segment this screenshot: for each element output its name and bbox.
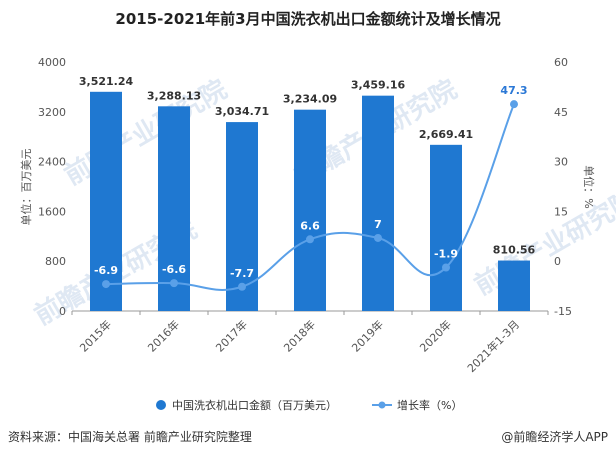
growth-point — [510, 100, 518, 109]
y-axis-title: 单位：百万美元 — [19, 149, 33, 226]
y2-tick-label: 60 — [554, 56, 568, 69]
growth-line: -6.9 -6.6 -7.7 6.6 7 -1.9 47.3 — [94, 84, 528, 291]
y-tick-label: 3200 — [38, 106, 66, 119]
growth-point — [170, 279, 178, 288]
bar — [294, 109, 326, 312]
bar — [158, 106, 190, 311]
y-tick-label: 1600 — [38, 205, 66, 218]
y2-tick-label: 45 — [554, 106, 568, 119]
x-tick-label: 2020年 — [417, 317, 454, 354]
x-tick-label: 2016年 — [145, 317, 182, 354]
legend-bar-marker — [156, 400, 166, 410]
bar — [430, 144, 462, 311]
bar-value-label: 3,288.13 — [147, 89, 201, 102]
legend-bar-label: 中国洗衣机出口金额（百万美元） — [172, 398, 337, 412]
y2-tick-label: 15 — [554, 205, 568, 218]
growth-point — [102, 280, 110, 289]
y-tick-label: 4000 — [38, 56, 66, 69]
growth-point — [306, 235, 314, 244]
bar — [90, 91, 122, 311]
y-tick-label: 0 — [59, 305, 66, 318]
bars: 3,521.24 3,288.13 3,034.71 3,234.09 3,459.16… — [79, 75, 536, 312]
bar — [362, 95, 394, 311]
legend-line-marker — [378, 401, 386, 409]
watermark-text: 前瞻产业研究院 — [59, 74, 232, 192]
bar-value-label: 3,234.09 — [283, 93, 337, 106]
x-tick-label: 2015年 — [77, 317, 114, 354]
growth-point — [442, 263, 450, 272]
y2-axis-title: 单位：% — [582, 165, 596, 208]
y-tick-label: 2400 — [38, 156, 66, 169]
bar-value-label: 3,459.16 — [351, 79, 406, 92]
x-tick-label: 2021年1-3月 — [464, 317, 522, 375]
growth-value-label: -6.6 — [162, 263, 186, 276]
x-tick-label: 2018年 — [281, 317, 318, 354]
growth-value-label: -6.9 — [94, 264, 118, 277]
bar-value-label: 810.56 — [493, 244, 536, 257]
growth-value-label: 6.6 — [300, 219, 320, 232]
y-tick-label: 800 — [45, 255, 66, 268]
brand-label: @前瞻经济学人APP — [501, 429, 608, 444]
y2-tick-label: 0 — [554, 255, 561, 268]
bar — [498, 260, 530, 311]
growth-point — [374, 233, 382, 242]
growth-value-label: 47.3 — [500, 84, 527, 97]
growth-value-label: -1.9 — [434, 248, 458, 261]
growth-value-label: -7.7 — [230, 267, 254, 280]
y2-tick-label: -15 — [554, 305, 572, 318]
bar-value-label: 3,034.71 — [215, 105, 269, 118]
legend: 中国洗衣机出口金额（百万美元） 增长率（%） — [156, 398, 462, 412]
bar-value-label: 3,521.24 — [79, 75, 134, 88]
growth-point — [238, 282, 246, 291]
x-tick-labels: 2015年 2016年 2017年 2018年 2019年 2020年 2021年1-3月 — [77, 317, 522, 375]
legend-line-label: 增长率（%） — [397, 398, 462, 412]
growth-value-label: 7 — [374, 218, 382, 231]
x-tick-label: 2019年 — [349, 317, 386, 354]
bar — [226, 122, 258, 312]
x-tick-label: 2017年 — [213, 317, 250, 354]
bar-value-label: 2,669.41 — [419, 128, 473, 141]
chart-title: 2015-2021年前3月中国洗衣机出口金额统计及增长情况 — [115, 10, 500, 28]
y2-tick-label: 30 — [554, 156, 568, 169]
source-note: 资料来源：中国海关总署 前瞻产业研究院整理 — [8, 429, 252, 444]
